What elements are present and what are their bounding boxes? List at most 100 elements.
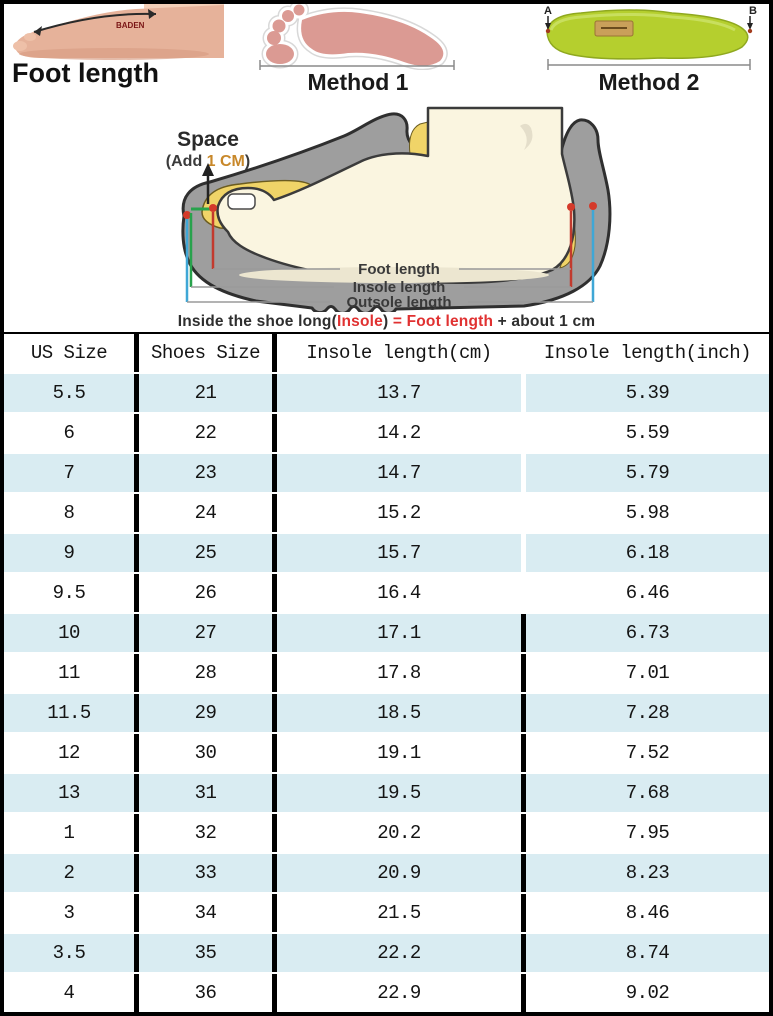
table-cell: 5.79 — [526, 454, 769, 492]
column-divider — [272, 534, 277, 572]
table-cell: 11.5 — [4, 694, 134, 732]
table-row: 12 30 19.1 7.52 — [4, 734, 769, 772]
table-cell: 34 — [194, 902, 217, 924]
table-cell: 25 — [139, 534, 272, 572]
table-cell: 7.01 — [625, 662, 670, 684]
footprint-illustration — [259, 4, 455, 70]
table-row: 2 33 20.9 8.23 — [4, 854, 769, 892]
table-cell: 8.74 — [526, 934, 769, 972]
column-divider — [134, 814, 139, 852]
column-divider — [272, 774, 277, 812]
method1-label: Method 1 — [307, 69, 409, 95]
table-cell: 8.23 — [526, 854, 769, 892]
column-divider — [134, 494, 139, 532]
shoe-diagram-section: Space (Add 1 CM) Foot length Insole leng… — [4, 94, 769, 315]
table-cell: 19.1 — [377, 742, 421, 764]
column-divider — [521, 974, 526, 1012]
column-divider — [272, 454, 277, 492]
column-header: Insole length(cm) — [306, 342, 492, 364]
table-cell: 31 — [139, 774, 272, 812]
method1-measure-line — [259, 60, 455, 70]
outsole-length-measure-label: Outsole length — [347, 294, 452, 311]
table-cell: 11 — [58, 662, 80, 684]
table-row: 9.5 26 16.4 6.46 — [4, 574, 769, 612]
column-divider — [272, 654, 277, 692]
method2-panel: A B Method 2 — [529, 4, 769, 94]
insole-length-measure-label: Insole length — [353, 279, 446, 296]
table-header-row: US Size Shoes Size Insole length(cm) Insole… — [4, 334, 769, 372]
column-divider — [272, 934, 277, 972]
table-cell: 19.5 — [277, 774, 521, 812]
table-row: 1 32 20.2 7.95 — [4, 814, 769, 852]
space-label: Space — [177, 128, 239, 151]
table-cell: 6.46 — [625, 582, 670, 604]
table-cell: 7.28 — [526, 694, 769, 732]
column-divider — [134, 374, 139, 412]
insole-illustration: A B — [544, 5, 757, 70]
table-cell: 7.68 — [526, 774, 769, 812]
table-top-rule — [4, 332, 769, 334]
table-cell: 5.5 — [4, 374, 134, 412]
table-row: 5.5 21 13.7 5.39 — [4, 374, 769, 412]
column-divider — [272, 894, 277, 932]
table-cell: 9.5 — [52, 582, 86, 604]
table-cell: 12 — [58, 742, 80, 764]
column-divider — [134, 414, 139, 452]
column-header: US Size — [30, 342, 108, 364]
table-cell: 21 — [139, 374, 272, 412]
column-divider — [134, 574, 139, 612]
column-divider — [134, 694, 139, 732]
size-table: US Size Shoes Size Insole length(cm) Insole… — [4, 334, 769, 1012]
foot-length-measure-label: Foot length — [358, 261, 440, 278]
table-cell: 18.5 — [277, 694, 521, 732]
column-divider — [272, 334, 277, 372]
table-cell: 22.9 — [377, 982, 421, 1004]
table-row: 3 34 21.5 8.46 — [4, 894, 769, 932]
column-divider — [521, 814, 526, 852]
column-divider — [134, 654, 139, 692]
table-cell: 10 — [4, 614, 134, 652]
column-divider — [134, 854, 139, 892]
column-divider — [134, 734, 139, 772]
table-cell: 14.7 — [277, 454, 521, 492]
column-header: Shoes Size — [150, 342, 261, 364]
table-cell: 26 — [194, 582, 217, 604]
column-divider — [134, 894, 139, 932]
column-divider — [521, 894, 526, 932]
column-divider — [521, 694, 526, 732]
column-divider — [521, 934, 526, 972]
table-cell: 5.59 — [625, 422, 670, 444]
table-cell: 13 — [4, 774, 134, 812]
column-divider — [134, 534, 139, 572]
table-cell: 2 — [4, 854, 134, 892]
table-row: 13 31 19.5 7.68 — [4, 774, 769, 812]
shoe-cross-section-diagram: Space (Add 1 CM) Foot length Insole leng… — [166, 106, 612, 315]
foot-photo: BADEN — [13, 4, 224, 60]
table-cell: 7 — [4, 454, 134, 492]
insole-point-b-label: B — [749, 5, 757, 17]
column-divider — [272, 414, 277, 452]
column-divider — [134, 614, 139, 652]
space-note: (Add 1 CM) — [166, 153, 250, 170]
column-divider — [521, 614, 526, 652]
table-cell: 28 — [194, 662, 217, 684]
table-row: 7 23 14.7 5.79 — [4, 454, 769, 492]
table-cell: 13.7 — [277, 374, 521, 412]
table-cell: 22.2 — [277, 934, 521, 972]
column-divider — [521, 854, 526, 892]
table-cell: 6.73 — [526, 614, 769, 652]
table-cell: 7.95 — [625, 822, 670, 844]
table-cell: 15.2 — [377, 502, 421, 524]
column-divider — [521, 734, 526, 772]
method2-label: Method 2 — [598, 69, 700, 95]
table-cell: 35 — [139, 934, 272, 972]
column-divider — [272, 574, 277, 612]
table-cell: 23 — [139, 454, 272, 492]
column-divider — [272, 614, 277, 652]
column-divider — [134, 934, 139, 972]
column-divider — [272, 494, 277, 532]
table-cell: 17.1 — [277, 614, 521, 652]
table-row: 11.5 29 18.5 7.28 — [4, 694, 769, 732]
insole-formula-caption: Inside the shoe long(Insole) = Foot leng… — [177, 313, 596, 330]
